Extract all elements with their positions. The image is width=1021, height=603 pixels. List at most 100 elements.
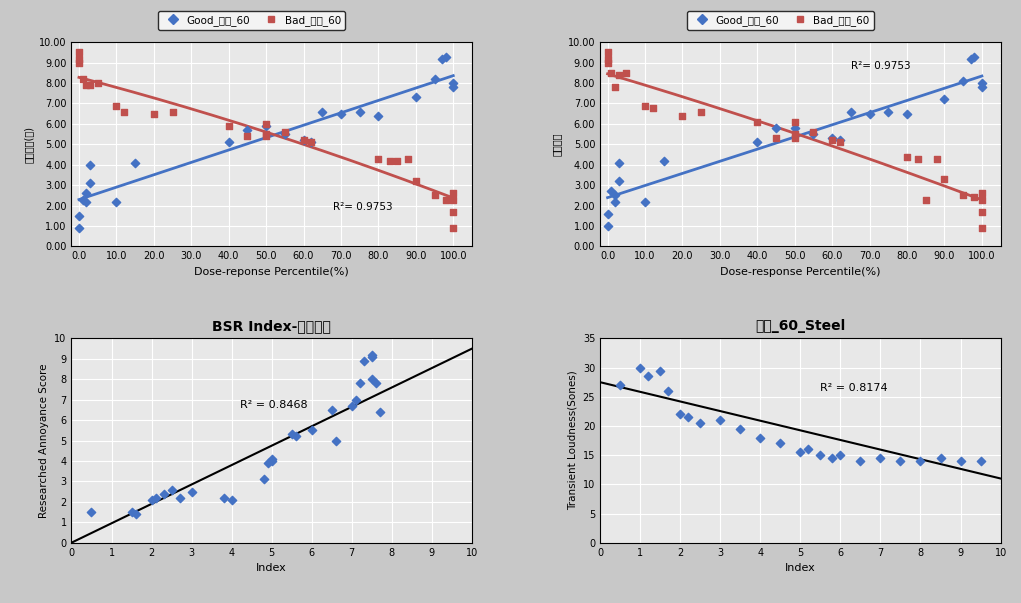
Point	[347, 395, 363, 405]
Point	[239, 131, 255, 141]
Point	[918, 195, 934, 204]
Point	[82, 178, 98, 188]
Point	[910, 154, 926, 163]
Point	[363, 350, 380, 359]
Point	[84, 507, 100, 517]
Point	[258, 119, 275, 129]
Point	[258, 131, 275, 141]
Point	[303, 426, 320, 435]
X-axis label: Dose-reponse Percentile(%): Dose-reponse Percentile(%)	[194, 267, 349, 277]
Point	[732, 424, 748, 434]
Point	[831, 136, 847, 145]
Point	[712, 415, 728, 425]
Point	[640, 371, 657, 381]
Point	[90, 78, 106, 88]
Point	[277, 129, 293, 139]
Point	[389, 156, 405, 165]
Point	[674, 111, 690, 121]
Point	[70, 58, 87, 68]
Point	[672, 409, 688, 419]
Point	[880, 107, 896, 116]
Point	[295, 136, 311, 145]
Title: BSR Index-폄가점수: BSR Index-폄가점수	[212, 319, 331, 333]
Point	[768, 123, 784, 133]
Y-axis label: 오폄악슈: 오폄악슈	[552, 133, 563, 156]
Point	[644, 103, 661, 112]
Point	[324, 405, 340, 415]
Point	[143, 495, 159, 505]
Point	[892, 456, 909, 466]
Point	[434, 54, 450, 63]
Point	[382, 156, 398, 165]
Point	[263, 454, 280, 464]
Point	[692, 418, 709, 428]
Point	[974, 207, 990, 216]
Point	[786, 123, 803, 133]
X-axis label: Index: Index	[785, 563, 816, 573]
Point	[184, 487, 200, 496]
Point	[824, 136, 840, 145]
Point	[800, 444, 817, 454]
Point	[824, 453, 840, 463]
Point	[259, 458, 276, 468]
Point	[772, 438, 788, 448]
Point	[599, 209, 616, 219]
Point	[655, 156, 672, 165]
Point	[351, 379, 368, 388]
Point	[221, 137, 237, 147]
Point	[155, 489, 172, 499]
Point	[258, 129, 275, 139]
Point	[172, 493, 188, 502]
Point	[371, 111, 387, 121]
Point	[108, 101, 125, 110]
Point	[147, 493, 163, 502]
Point	[82, 160, 98, 169]
Point	[786, 117, 803, 127]
Point	[215, 493, 232, 502]
Text: R² = 0.8468: R² = 0.8468	[240, 400, 307, 410]
Point	[966, 52, 982, 62]
Point	[128, 510, 144, 519]
Point	[351, 107, 368, 116]
Point	[824, 133, 840, 143]
Y-axis label: Researched Annoyance Score: Researched Annoyance Score	[39, 364, 49, 518]
X-axis label: Dose-response Percentile(%): Dose-response Percentile(%)	[720, 267, 880, 277]
Point	[368, 379, 384, 388]
Point	[611, 158, 627, 168]
Point	[445, 223, 461, 233]
Point	[637, 101, 653, 110]
X-axis label: Index: Index	[256, 563, 287, 573]
Point	[239, 125, 255, 135]
Point	[898, 152, 915, 162]
Point	[427, 74, 443, 84]
Point	[749, 117, 766, 127]
Point	[974, 78, 990, 88]
Point	[163, 485, 180, 494]
Point	[898, 109, 915, 119]
Point	[749, 137, 766, 147]
Point	[284, 429, 300, 439]
Point	[606, 83, 623, 92]
Point	[303, 137, 320, 147]
Point	[70, 48, 87, 57]
Point	[224, 495, 240, 505]
Point	[372, 407, 388, 417]
Point	[314, 107, 331, 116]
Point	[872, 453, 888, 463]
Point	[618, 68, 634, 78]
Point	[75, 195, 91, 204]
Point	[445, 189, 461, 198]
Point	[786, 129, 803, 139]
Point	[652, 365, 669, 375]
Y-axis label: 폄가점수(점): 폄가점수(점)	[23, 126, 34, 163]
Point	[955, 191, 971, 200]
Point	[913, 456, 929, 466]
Point	[79, 197, 95, 206]
Text: R²= 0.9753: R²= 0.9753	[850, 61, 911, 71]
Point	[75, 74, 91, 84]
Point	[680, 412, 696, 422]
Point	[79, 189, 95, 198]
Point	[355, 356, 372, 365]
Point	[955, 76, 971, 86]
Point	[263, 456, 280, 466]
